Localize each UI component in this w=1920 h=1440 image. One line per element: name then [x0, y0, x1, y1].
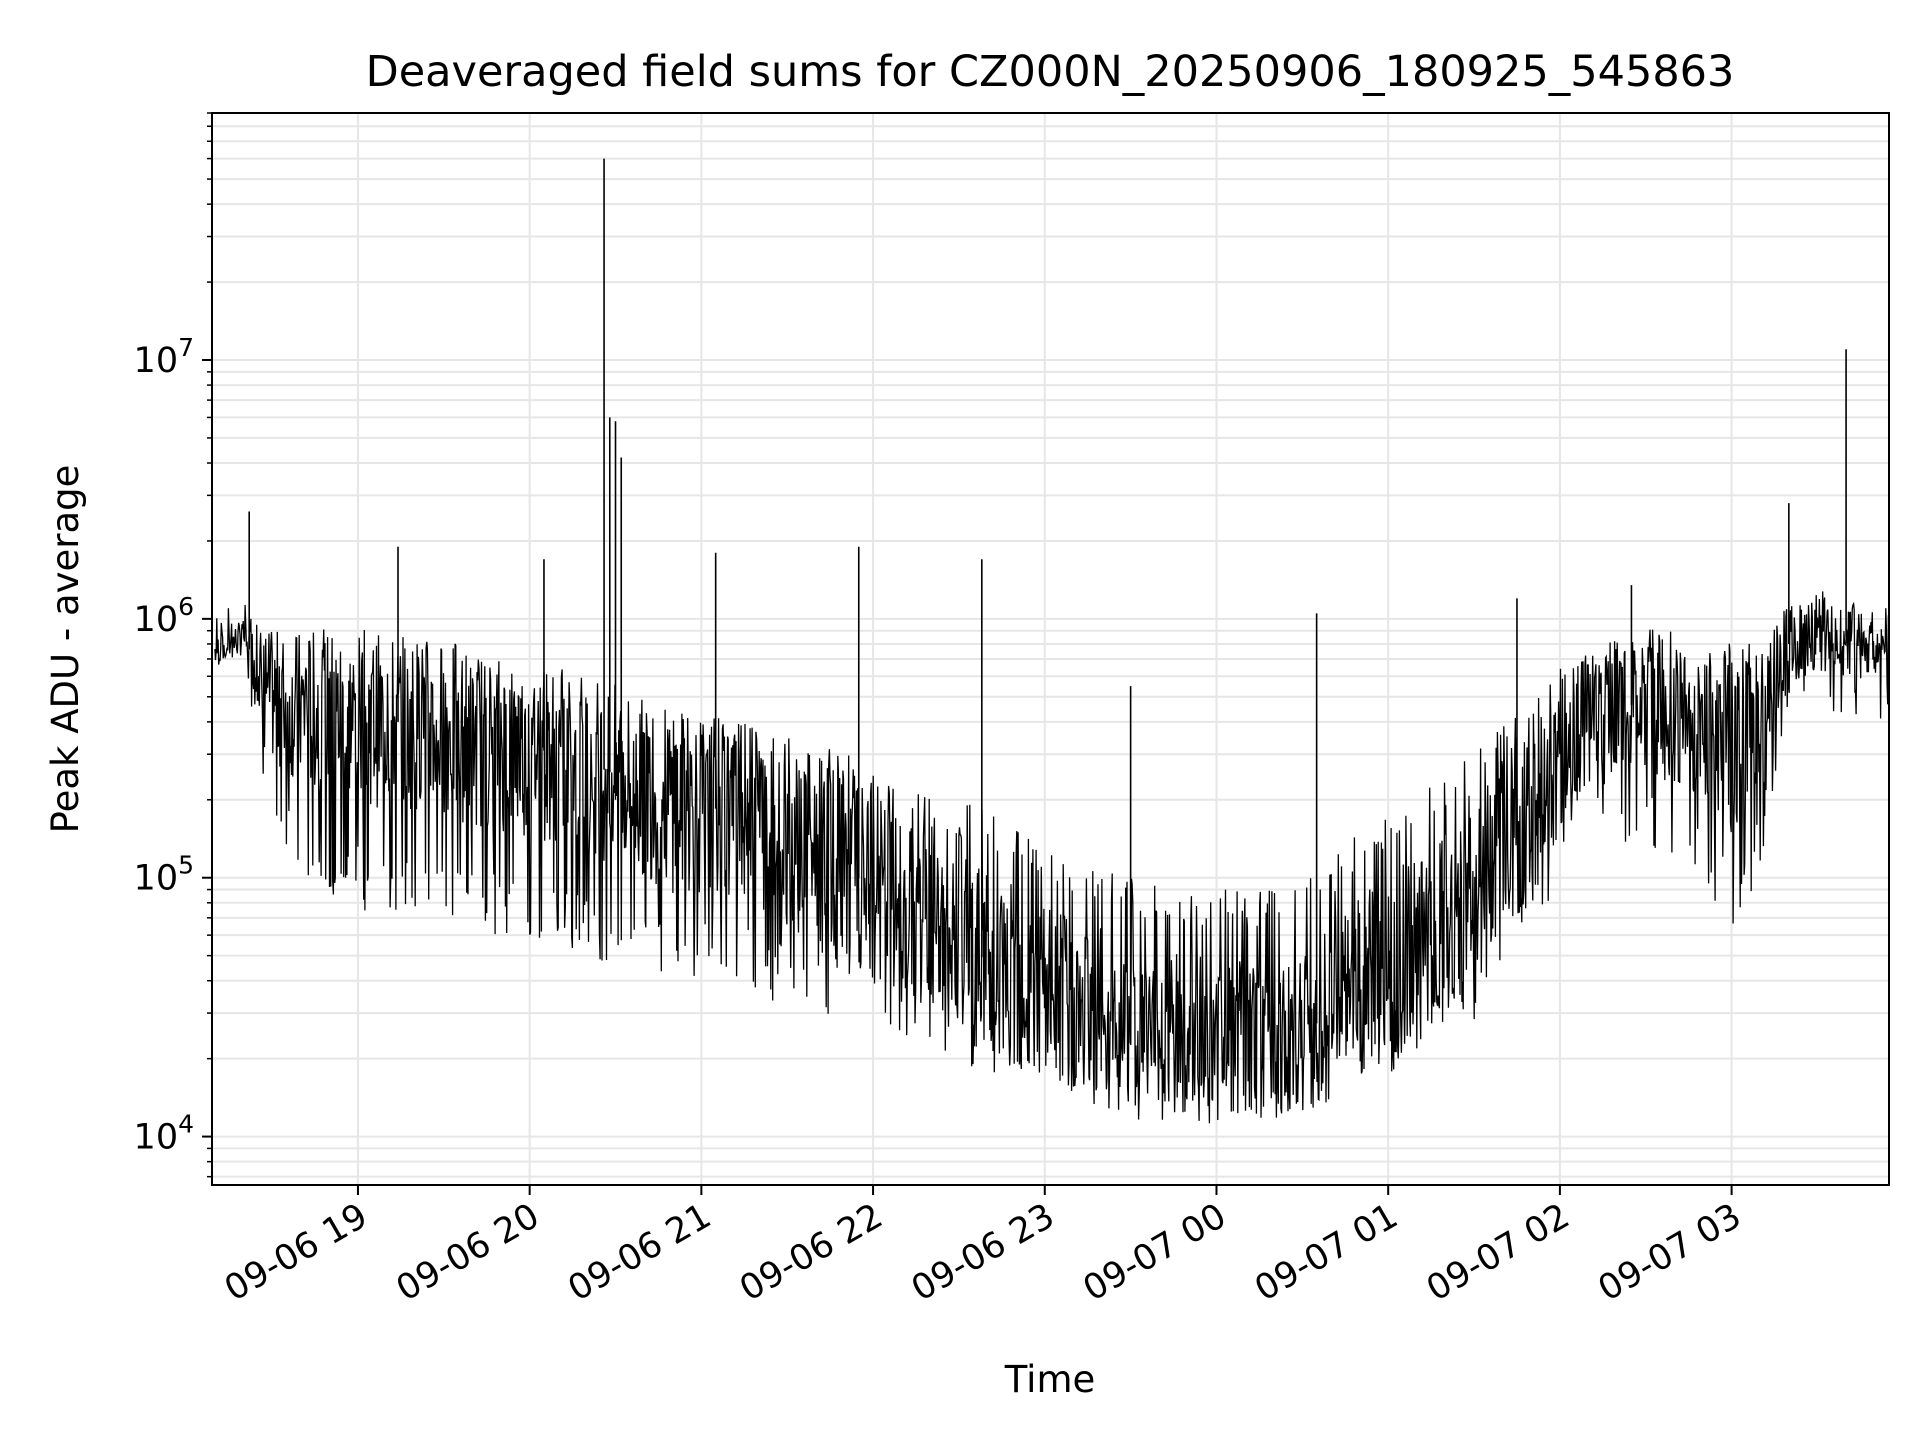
series-layer: [214, 158, 1890, 1124]
y-axis-label: Peak ADU - average: [44, 465, 87, 834]
y-tick-label: 104: [134, 1110, 194, 1158]
y-tick-label: 105: [134, 851, 194, 899]
y-tick-label: 106: [134, 592, 194, 640]
chart-title: Deaveraged field sums for CZ000N_2025090…: [366, 47, 1735, 97]
x-axis-label: Time: [1004, 1358, 1096, 1401]
series-line: [214, 591, 1890, 1124]
plot-frame: [211, 112, 1890, 1186]
y-tick-label: 107: [134, 333, 194, 381]
